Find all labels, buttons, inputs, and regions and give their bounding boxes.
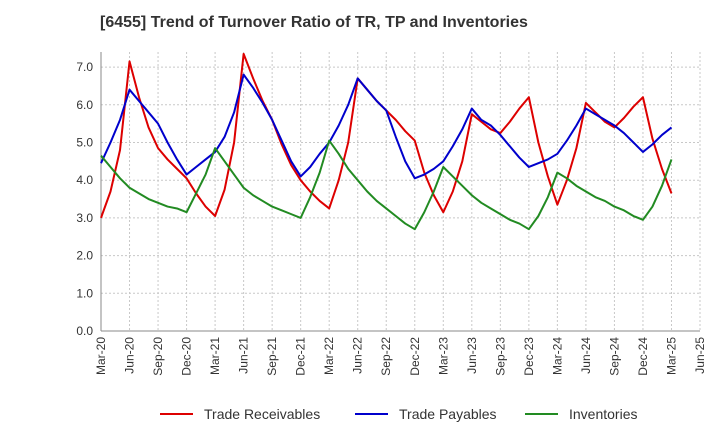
x-tick-label: Jun-25 (693, 337, 707, 374)
grid-layer (100, 52, 701, 332)
x-tick-label: Sep-21 (265, 337, 279, 376)
series-layer (100, 52, 673, 231)
x-tick-label: Mar-20 (94, 337, 108, 375)
chart-title: [6455] Trend of Turnover Ratio of TR, TP… (100, 14, 528, 31)
x-tick-label: Mar-23 (436, 337, 450, 375)
y-tick-label: 5.0 (76, 135, 93, 149)
x-tick-label: Sep-20 (151, 337, 165, 376)
series-line-trade-payables (100, 73, 673, 180)
legend-label: Trade Receivables (204, 406, 320, 422)
series-line-inventories (100, 139, 673, 231)
x-tick-label: Dec-24 (636, 337, 650, 376)
axis-layer: 0.0 1.0 2.0 3.0 4.0 5.0 6.0 7.0 Mar-20 Jun-20 Sep-… (76, 52, 707, 376)
x-tick-label: Dec-20 (180, 337, 194, 376)
x-tick-label: Jun-23 (465, 337, 479, 374)
legend-item: Inventories (525, 406, 637, 422)
y-tick-label: 1.0 (76, 286, 93, 300)
y-tick-label: 6.0 (76, 98, 93, 112)
x-tick-label: Mar-25 (664, 337, 678, 375)
x-tick-label: Mar-24 (550, 337, 564, 375)
x-tick-label: Jun-22 (351, 337, 365, 374)
y-tick-label: 2.0 (76, 249, 93, 263)
x-tick-label: Sep-23 (493, 337, 507, 376)
legend: Trade Receivables Trade Payables Inventori… (160, 406, 637, 422)
x-tick-label: Dec-22 (408, 337, 422, 376)
x-tick-label: Sep-22 (379, 337, 393, 376)
x-tick-label: Mar-21 (208, 337, 222, 375)
x-tick-label: Jun-21 (237, 337, 251, 374)
x-tick-label: Sep-24 (607, 337, 621, 376)
legend-item: Trade Payables (355, 406, 497, 422)
x-tick-label: Jun-20 (123, 337, 137, 374)
legend-label: Trade Payables (399, 406, 497, 422)
y-tick-label: 7.0 (76, 60, 93, 74)
x-tick-label: Jun-24 (579, 337, 593, 374)
x-tick-label: Dec-21 (294, 337, 308, 376)
x-tick-label: Mar-22 (322, 337, 336, 375)
legend-label: Inventories (569, 406, 637, 422)
legend-item: Trade Receivables (160, 406, 320, 422)
y-tick-label: 4.0 (76, 173, 93, 187)
y-tick-label: 0.0 (76, 324, 93, 338)
x-tick-label: Dec-23 (522, 337, 536, 376)
y-tick-label: 3.0 (76, 211, 93, 225)
